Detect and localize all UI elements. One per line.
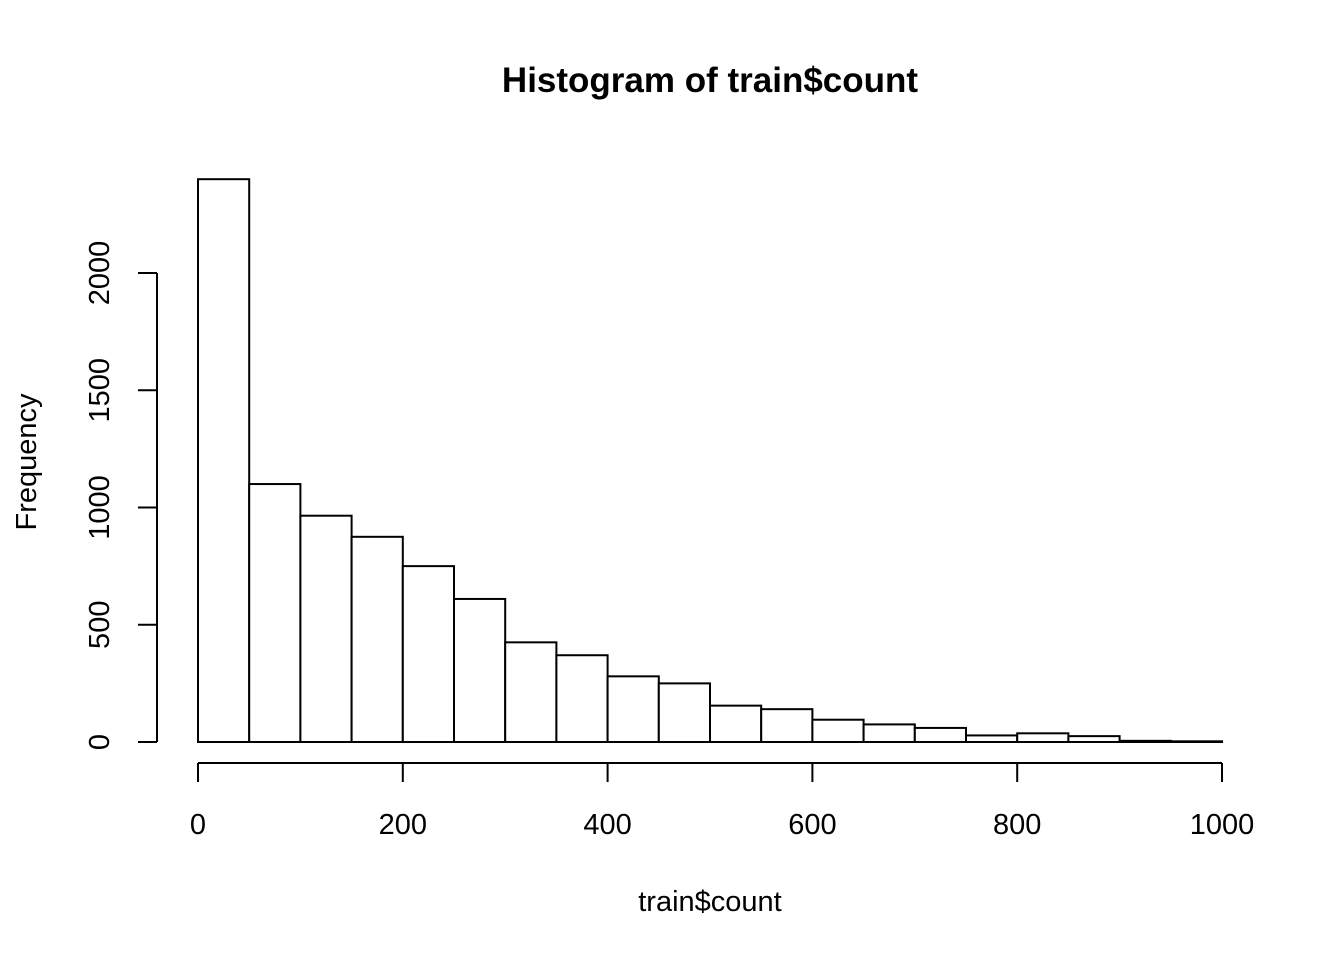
- y-axis-label: Frequency: [11, 393, 43, 531]
- histogram-bar: [197, 178, 251, 743]
- bars-group: [197, 178, 1224, 744]
- histogram-bar: [606, 675, 660, 744]
- histogram-bar: [1067, 735, 1121, 744]
- histogram-bar: [504, 641, 558, 744]
- x-axis-tick-label: 200: [379, 809, 427, 841]
- y-axis-tick-label: 1000: [84, 475, 116, 540]
- x-axis-tick-label: 600: [788, 809, 836, 841]
- y-axis-tick-label: 1500: [84, 358, 116, 423]
- histogram-bar: [555, 654, 609, 743]
- histogram-bar: [1016, 732, 1070, 744]
- histogram-bar: [350, 535, 404, 743]
- chart-title: Histogram of train$count: [502, 61, 918, 100]
- y-axis: 0 500 1000 1500 2000: [84, 241, 158, 750]
- histogram-bar: [401, 565, 455, 744]
- histogram-bar: [299, 514, 353, 744]
- histogram-bar: [1169, 740, 1224, 743]
- histogram-bar: [453, 597, 507, 744]
- x-axis-tick-label: 800: [993, 809, 1041, 841]
- x-axis-tick-label: 0: [190, 809, 206, 841]
- x-axis-tick-label: 400: [583, 809, 631, 841]
- histogram-bar: [760, 708, 814, 743]
- x-axis-label: train$count: [638, 886, 782, 918]
- x-axis: 0 200 400 600 800 1000: [190, 762, 1255, 841]
- histogram-bar: [709, 704, 763, 744]
- histogram-bar: [913, 726, 967, 743]
- histogram-bar: [1118, 739, 1172, 744]
- x-axis-tick-label: 1000: [1190, 809, 1255, 841]
- histogram-bar: [811, 718, 865, 743]
- histogram-bar: [965, 734, 1019, 743]
- histogram-bar: [657, 682, 711, 744]
- histogram-bar: [248, 483, 302, 743]
- y-axis-tick-label: 2000: [84, 241, 116, 306]
- y-axis-tick-label: 500: [84, 601, 116, 649]
- histogram-bar: [862, 723, 916, 743]
- y-axis-tick-label: 0: [84, 734, 116, 750]
